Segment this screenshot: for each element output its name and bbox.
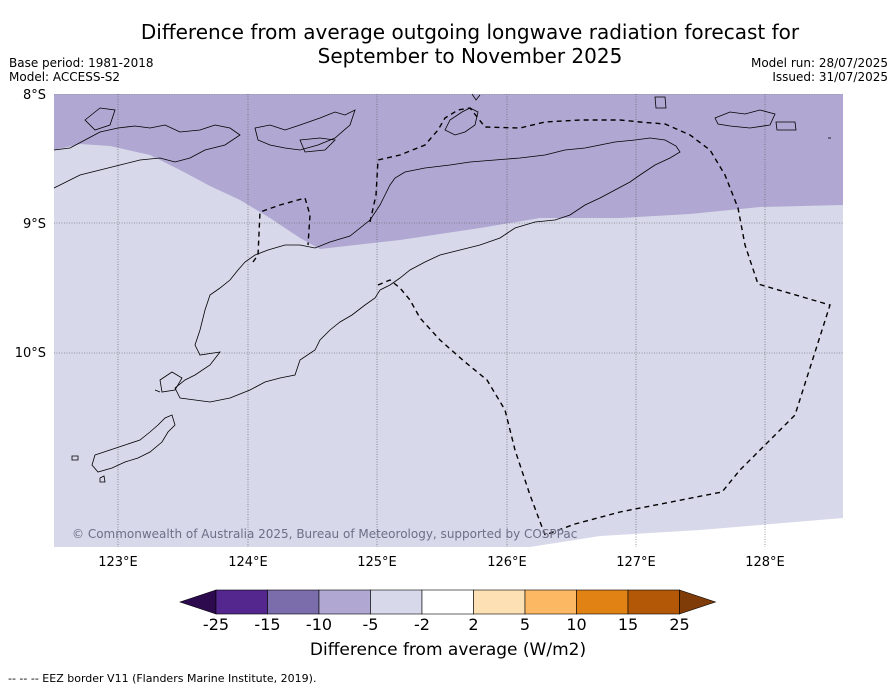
lon-label-3: 126°E <box>487 555 527 570</box>
model-name: Model: ACCESS-S2 <box>9 70 121 84</box>
colorbar-tick-label: 25 <box>669 615 689 634</box>
colorbar-tick-label: 10 <box>566 615 586 634</box>
colorbar-swatch <box>524 589 577 615</box>
meta-left: Base period: 1981-2018 Model: ACCESS-S2 <box>9 56 154 84</box>
lon-label-1: 124°E <box>228 555 268 570</box>
colorbar-tick-label: -25 <box>203 615 229 634</box>
title-line-1: Difference from average outgoing longwav… <box>140 20 800 44</box>
coastlines <box>54 94 831 483</box>
colorbar-swatch <box>421 589 474 615</box>
colorbar-tick-label: 5 <box>520 615 530 634</box>
model-run: Model run: 28/07/2025 <box>750 56 888 70</box>
chart-title: Difference from average outgoing longwav… <box>100 20 840 68</box>
lon-label-2: 125°E <box>357 555 397 570</box>
colorbar-extend-low <box>179 589 217 615</box>
footnote: -- -- -- EEZ border V11 (Flanders Marine… <box>8 672 317 685</box>
colorbar-tick-label: 2 <box>468 615 478 634</box>
colorbar-title: Difference from average (W/m2) <box>309 640 587 660</box>
lon-label-0: 123°E <box>98 555 138 570</box>
issued-date: Issued: 31/07/2025 <box>772 70 888 84</box>
copyright-notice: © Commonwealth of Australia 2025, Bureau… <box>72 527 578 541</box>
lat-label-1: 9°S <box>23 217 46 232</box>
colorbar-swatch <box>473 589 526 615</box>
lat-label-0: 8°S <box>23 88 46 103</box>
lon-label-4: 127°E <box>616 555 656 570</box>
colorbar-tick-label: 15 <box>618 615 638 634</box>
colorbar-swatches <box>179 589 717 615</box>
anomaly-field-dark <box>54 94 843 249</box>
colorbar-swatch <box>627 589 680 615</box>
colorbar-swatch <box>215 589 268 615</box>
meta-right: Model run: 28/07/2025 Issued: 31/07/2025 <box>751 56 888 84</box>
base-period: Base period: 1981-2018 <box>9 56 154 70</box>
lon-label-5: 128°E <box>745 555 785 570</box>
lat-label-2: 10°S <box>15 346 46 361</box>
colorbar-swatch <box>267 589 320 615</box>
title-line-2: September to November 2025 <box>317 44 623 68</box>
colorbar-swatch <box>576 589 629 615</box>
colorbar-tick-label: -10 <box>306 615 332 634</box>
eez-border <box>252 107 831 536</box>
colorbar-tick-label: -15 <box>254 615 280 634</box>
colorbar-tick-label: -5 <box>363 615 379 634</box>
colorbar-swatch <box>318 589 371 615</box>
gridlines <box>54 94 843 547</box>
colorbar-extend-high <box>679 589 717 615</box>
colorbar-ticks: -25 -15 -10 -5 -2 2 5 10 15 25 <box>203 615 690 634</box>
colorbar-tick-label: -2 <box>414 615 430 634</box>
colorbar-swatch <box>370 589 423 615</box>
